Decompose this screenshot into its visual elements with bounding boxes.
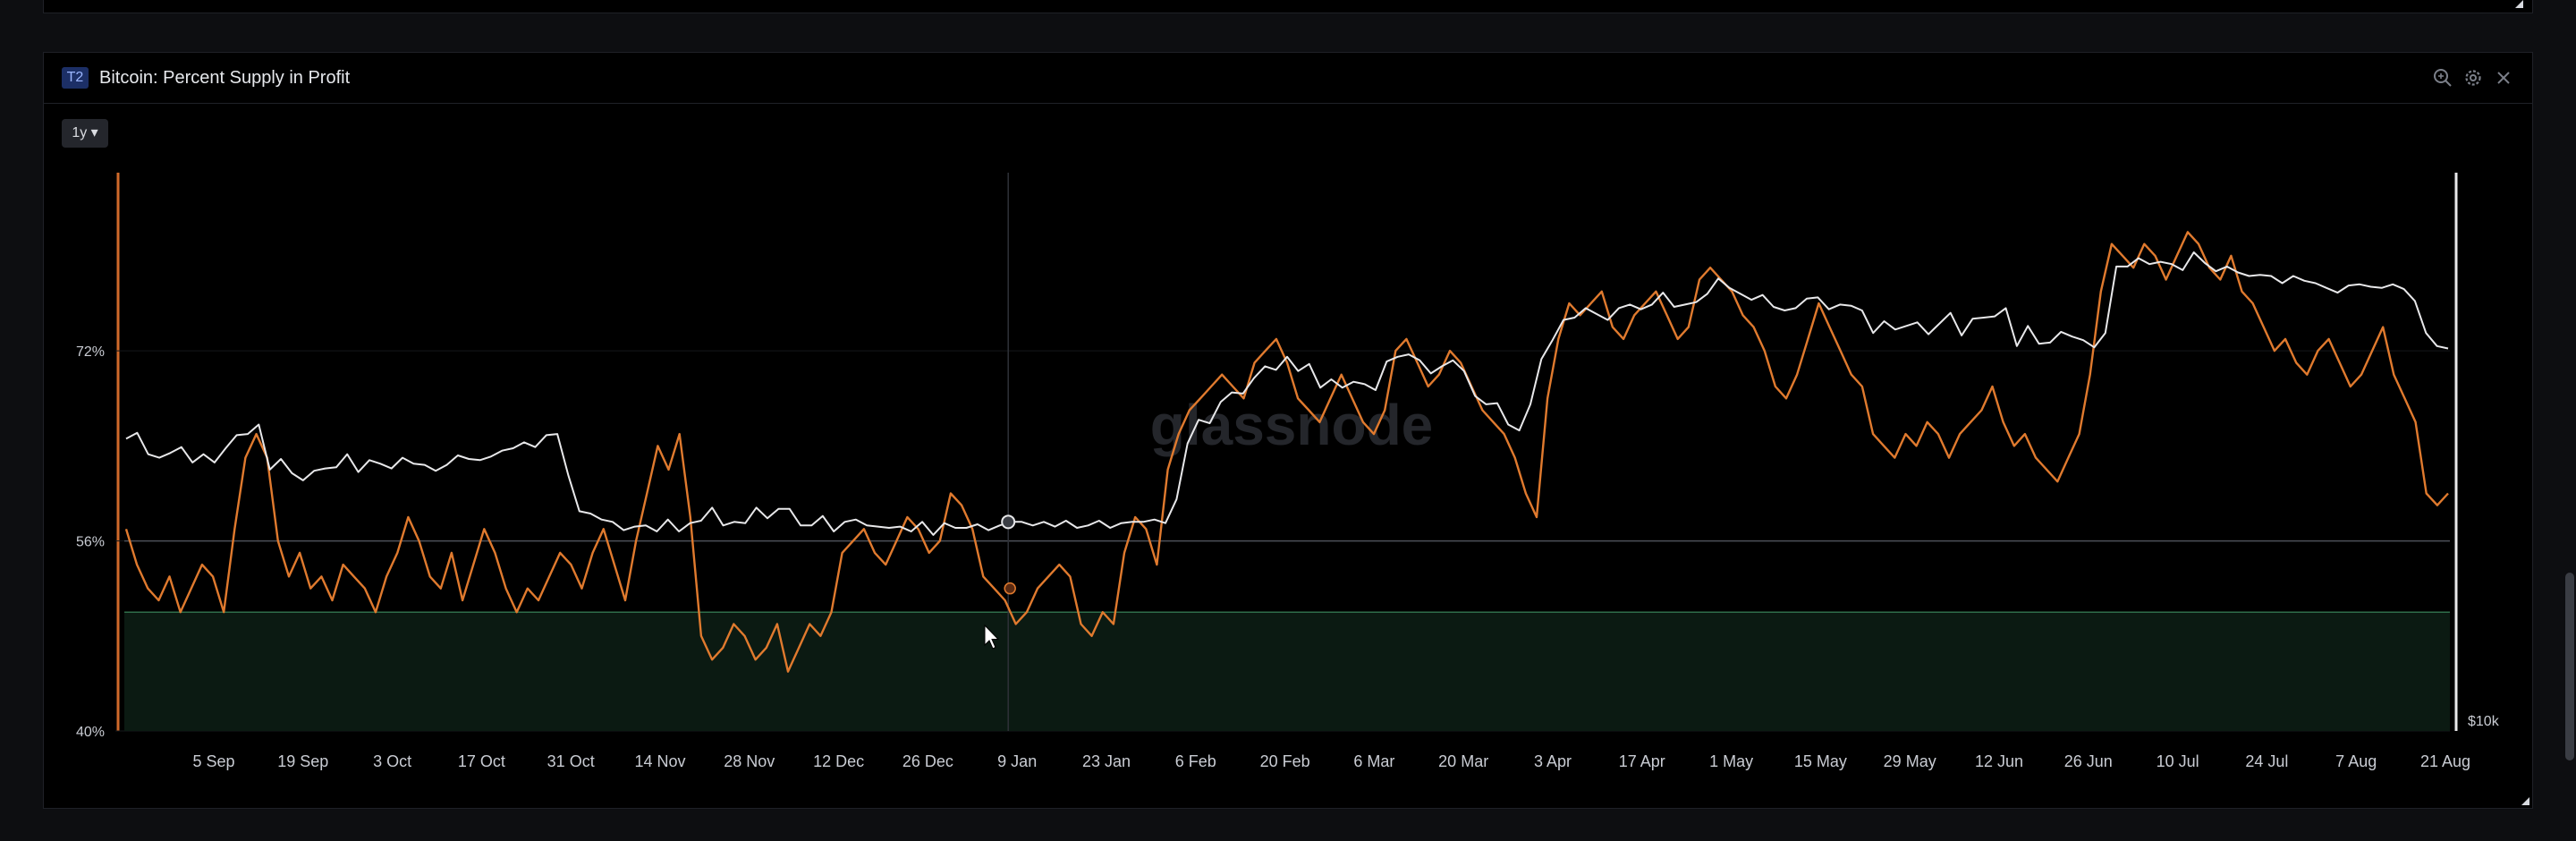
x-tick-label: 28 Nov xyxy=(724,752,775,770)
right-axis-label: $10k xyxy=(2468,714,2500,729)
y-tick-label: 56% xyxy=(76,535,105,550)
range-selector-button[interactable]: 1y ▾ xyxy=(62,119,108,148)
x-tick-label: 23 Jan xyxy=(1082,752,1131,770)
profit-zone xyxy=(124,612,2450,731)
x-tick-label: 29 May xyxy=(1884,752,1936,770)
y-tick-label: 72% xyxy=(76,344,105,360)
x-tick-label: 26 Dec xyxy=(902,752,953,770)
x-tick-label: 6 Feb xyxy=(1175,752,1216,770)
x-tick-label: 26 Jun xyxy=(2064,752,2113,770)
page-scrollbar[interactable] xyxy=(2563,0,2576,841)
panel-header: T2 Bitcoin: Percent Supply in Profit xyxy=(44,53,2532,104)
tier-badge: T2 xyxy=(62,67,89,89)
zoom-icon[interactable] xyxy=(2430,65,2455,90)
x-tick-label: 6 Mar xyxy=(1353,752,1394,770)
x-tick-label: 20 Mar xyxy=(1438,752,1488,770)
x-tick-label: 17 Oct xyxy=(458,752,505,770)
btc-price-line xyxy=(125,251,2449,536)
supply-in-profit-line xyxy=(124,231,2449,673)
x-tick-label: 9 Jan xyxy=(997,752,1037,770)
chart-panel: T2 Bitcoin: Percent Supply in Profit 1y … xyxy=(43,52,2533,809)
panel-title: Bitcoin: Percent Supply in Profit xyxy=(99,68,351,88)
x-tick-label: 1 May xyxy=(1709,752,1753,770)
x-tick-label: 15 May xyxy=(1794,752,1847,770)
watermark: glassnode xyxy=(1150,393,1434,457)
x-tick-label: 17 Apr xyxy=(1619,752,1665,770)
x-tick-label: 19 Sep xyxy=(277,752,328,770)
x-tick-label: 12 Dec xyxy=(813,752,864,770)
chart-area[interactable]: glassnode 72% 56% 40% $10k 5 Sep 19 Sep 3 Oct 17… xyxy=(44,53,2532,808)
x-tick-label: 31 Oct xyxy=(547,752,595,770)
x-tick-label: 12 Jun xyxy=(1975,752,2023,770)
x-tick-label: 3 Oct xyxy=(373,752,411,770)
scrollbar-thumb[interactable] xyxy=(2565,573,2574,760)
settings-icon[interactable] xyxy=(2461,65,2486,90)
panel-resize-icon[interactable] xyxy=(2521,797,2529,805)
mouse-cursor-icon xyxy=(984,624,1000,650)
x-tick-label: 5 Sep xyxy=(192,752,234,770)
previous-panel-edge xyxy=(43,0,2533,13)
x-tick-label: 7 Aug xyxy=(2335,752,2377,770)
x-tick-label: 20 Feb xyxy=(1260,752,1310,770)
supply-hover-marker xyxy=(1004,582,1016,595)
x-tick-label: 21 Aug xyxy=(2420,752,2470,770)
x-tick-label: 14 Nov xyxy=(634,752,685,770)
close-icon[interactable] xyxy=(2491,65,2516,90)
price-hover-marker xyxy=(1001,514,1016,530)
x-tick-label: 24 Jul xyxy=(2245,752,2288,770)
resize-icon[interactable] xyxy=(2515,0,2523,8)
x-tick-label: 3 Apr xyxy=(1534,752,1572,770)
y-tick-label: 40% xyxy=(76,725,105,740)
x-tick-label: 10 Jul xyxy=(2157,752,2199,770)
